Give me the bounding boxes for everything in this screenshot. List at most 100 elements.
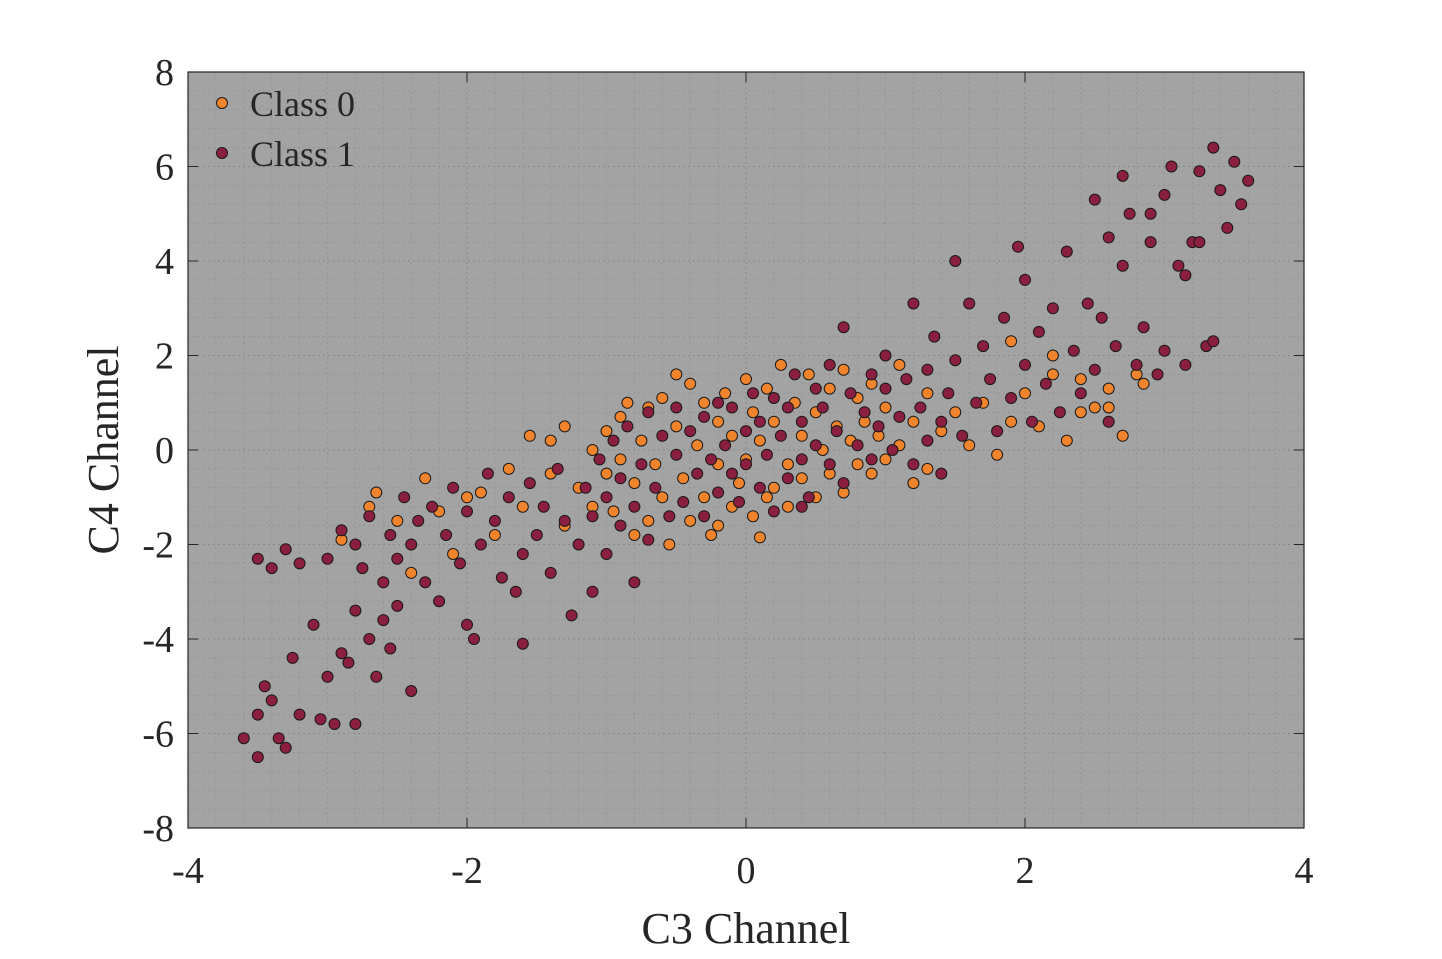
data-points [237,141,1255,764]
legend-label-class-1: Class 1 [250,134,355,174]
data-point-class-1 [1088,363,1101,376]
data-point-class-1 [433,595,446,608]
data-point-class-1 [921,434,934,447]
data-point-class-0 [600,425,613,438]
data-point-class-1 [656,429,669,442]
data-point-class-1 [1242,174,1255,187]
data-point-class-0 [1116,429,1129,442]
y-tick-label: -6 [142,714,174,756]
data-point-class-1 [942,387,955,400]
data-point-class-1 [481,467,494,480]
data-point-class-0 [600,467,613,480]
data-point-class-1 [963,297,976,310]
data-point-class-1 [1158,188,1171,201]
data-point-class-0 [753,434,766,447]
data-point-class-1 [251,708,264,721]
data-point-class-1 [1074,387,1087,400]
data-point-class-1 [1019,273,1031,286]
data-point-class-1 [537,500,550,513]
y-tick-label: 8 [155,52,174,94]
data-point-class-1 [837,321,850,334]
data-point-class-1 [328,718,341,730]
data-point-class-0 [586,444,599,456]
data-point-class-1 [879,382,892,395]
data-point-class-1 [1221,221,1234,234]
data-point-class-1 [823,358,836,371]
data-point-class-1 [621,420,634,433]
data-point-class-0 [391,514,404,527]
data-point-class-1 [342,656,355,669]
data-point-class-1 [691,467,704,480]
data-point-class-1 [886,444,899,456]
y-tick-label: -8 [142,808,174,850]
data-point-class-0 [705,529,718,541]
data-point-class-1 [1158,344,1171,357]
data-point-class-0 [837,363,850,376]
data-point-class-1 [502,491,515,504]
data-point-class-1 [705,453,718,466]
data-point-class-0 [907,477,920,490]
data-point-class-1 [1137,321,1150,334]
data-point-class-0 [1137,377,1150,390]
data-point-class-1 [1095,311,1108,324]
data-point-class-1 [670,401,683,414]
data-point-class-0 [502,462,515,475]
data-point-class-1 [733,496,745,508]
data-point-class-1 [461,505,473,518]
data-point-class-1 [1193,165,1206,178]
data-point-class-0 [670,368,683,381]
data-point-class-0 [614,410,627,423]
data-point-class-1 [921,363,934,376]
data-point-class-0 [628,477,641,490]
data-point-class-0 [663,538,676,551]
data-point-class-0 [1005,335,1018,348]
x-tick-label: 0 [737,850,756,892]
data-point-class-1 [474,538,487,551]
data-point-class-0 [823,382,836,395]
data-point-class-1 [698,410,711,423]
data-point-class-1 [258,680,271,693]
data-point-class-0 [719,387,732,400]
data-point-class-1 [523,477,536,490]
data-point-class-0 [879,453,892,466]
data-point-class-1 [1214,184,1227,197]
data-point-class-0 [733,477,745,490]
data-point-class-1 [984,373,997,386]
data-point-class-1 [1039,377,1052,390]
data-point-class-1 [816,401,829,414]
data-point-class-1 [1151,368,1164,381]
data-point-class-1 [1019,358,1031,371]
data-point-class-1 [1130,358,1143,371]
legend-marker-class-1 [216,147,228,159]
data-point-class-1 [851,439,864,452]
data-point-class-1 [747,387,759,400]
data-point-class-1 [356,562,369,575]
y-tick-label: -2 [142,525,174,567]
data-point-class-1 [405,538,418,551]
data-point-class-0 [865,467,878,480]
data-point-class-1 [991,425,1004,438]
data-point-class-1 [740,425,752,438]
data-point-class-0 [760,491,773,504]
data-point-class-0 [753,531,766,544]
data-point-class-1 [447,481,460,494]
data-point-class-1 [265,562,278,575]
data-point-class-1 [265,694,278,707]
data-point-class-0 [670,420,683,433]
data-point-class-0 [684,514,697,527]
y-tick-label: 2 [155,336,174,378]
data-point-class-1 [279,543,292,556]
data-point-class-1 [377,576,390,589]
data-point-class-1 [1081,297,1094,310]
data-point-class-1 [830,425,843,438]
data-point-class-1 [726,401,738,414]
data-point-class-1 [468,633,480,645]
data-point-class-1 [349,718,362,730]
data-point-class-1 [1005,392,1018,404]
data-point-class-0 [767,415,780,428]
data-point-class-1 [586,510,599,523]
plot-background [188,72,1304,828]
data-point-class-0 [767,481,780,494]
data-point-class-1 [1179,269,1192,282]
